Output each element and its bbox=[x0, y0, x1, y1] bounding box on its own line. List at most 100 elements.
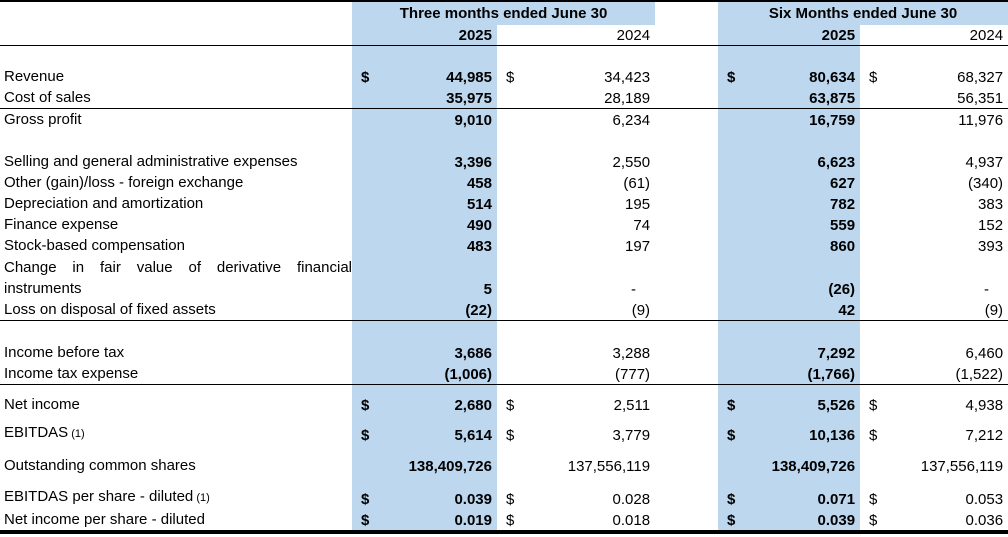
currency-cell bbox=[497, 256, 523, 299]
value-cell: 0.053 bbox=[965, 491, 1004, 508]
currency-cell bbox=[497, 109, 523, 131]
row-label: Net income bbox=[4, 396, 80, 413]
value-cell bbox=[378, 320, 497, 342]
value-cell: 6,623 bbox=[744, 151, 861, 172]
value-cell bbox=[744, 476, 861, 486]
data-row: Loss on disposal of fixed assets (22) (9) 4… bbox=[0, 299, 1008, 321]
value-cell bbox=[744, 445, 861, 455]
value-cell: 28,189 bbox=[523, 87, 656, 109]
column-gap bbox=[655, 87, 719, 109]
currency-cell: $ bbox=[869, 491, 878, 508]
value-cell: 3,396 bbox=[378, 151, 497, 172]
row-label: Selling and general administrative expen… bbox=[4, 153, 298, 170]
currency-cell bbox=[718, 25, 745, 46]
value-cell: 4,938 bbox=[965, 397, 1004, 414]
value-cell: 10,136 bbox=[744, 422, 861, 445]
column-gap bbox=[655, 415, 718, 422]
value-cell: 627 bbox=[744, 172, 861, 193]
column-gap bbox=[655, 394, 718, 415]
currency-cell bbox=[497, 172, 523, 193]
row-label: Depreciation and amortization bbox=[4, 195, 204, 212]
value-cell: 0.039 bbox=[378, 486, 497, 509]
value-cell: 6,460 bbox=[965, 344, 1004, 362]
value-cell bbox=[378, 445, 497, 455]
currency-cell bbox=[860, 455, 886, 476]
value-cell: (777) bbox=[523, 362, 656, 385]
data-row: Change in fair value of derivative finan… bbox=[0, 256, 1008, 299]
currency-cell: $ bbox=[718, 422, 745, 445]
value-cell bbox=[523, 384, 655, 394]
data-row: Cost of sales 35,975 28,189 63,875 56,351 bbox=[0, 87, 1008, 109]
currency-cell: $ bbox=[506, 69, 515, 86]
value-cell: 483 bbox=[378, 235, 497, 256]
column-gap bbox=[655, 455, 718, 476]
column-gap bbox=[655, 445, 718, 455]
currency-cell bbox=[352, 130, 378, 151]
currency-cell bbox=[497, 235, 523, 256]
currency-cell: $ bbox=[869, 427, 878, 444]
value-cell: 860 bbox=[744, 235, 861, 256]
value-cell: 0.019 bbox=[378, 509, 497, 534]
value-cell bbox=[744, 130, 861, 151]
year-header-s-2024: 2024 bbox=[886, 25, 1008, 46]
currency-cell bbox=[497, 445, 523, 455]
row-label: Cost of sales bbox=[0, 87, 352, 109]
value-cell: 16,759 bbox=[744, 108, 861, 130]
currency-cell: $ bbox=[352, 486, 378, 509]
column-gap bbox=[655, 25, 719, 46]
currency-cell bbox=[860, 87, 887, 109]
data-row: Net income $2,680 $2,511 $5,526 $4,938 bbox=[0, 394, 1008, 415]
value-cell: 34,423 bbox=[604, 69, 651, 86]
currency-cell: $ bbox=[506, 397, 515, 414]
currency-cell bbox=[497, 384, 523, 394]
currency-cell bbox=[718, 108, 745, 130]
value-cell: 514 bbox=[378, 193, 497, 214]
value-cell: 0.071 bbox=[744, 486, 861, 509]
value-cell: 152 bbox=[978, 217, 1004, 234]
value-cell: (340) bbox=[968, 175, 1004, 192]
value-cell: 393 bbox=[978, 238, 1004, 255]
currency-cell bbox=[352, 320, 378, 342]
currency-cell bbox=[860, 214, 886, 235]
column-gap bbox=[655, 384, 718, 394]
value-cell: (9) bbox=[523, 299, 656, 321]
data-row: EBITDAS (1) $5,614 $3,779 $10,136 $7,212 bbox=[0, 422, 1008, 445]
value-cell: 44,985 bbox=[378, 66, 497, 87]
value-cell bbox=[886, 445, 1008, 455]
currency-cell: $ bbox=[718, 509, 745, 534]
value-cell: (22) bbox=[378, 299, 497, 321]
value-cell: 137,556,119 bbox=[567, 458, 651, 475]
column-gap bbox=[655, 486, 718, 509]
value-cell: 6,234 bbox=[612, 112, 651, 129]
spacer-row bbox=[0, 415, 1008, 422]
currency-cell bbox=[497, 130, 523, 151]
column-gap bbox=[655, 151, 718, 172]
currency-cell: $ bbox=[869, 397, 878, 414]
currency-cell bbox=[860, 45, 886, 66]
currency-cell bbox=[352, 476, 378, 486]
row-label: Finance expense bbox=[4, 216, 119, 233]
column-gap bbox=[655, 172, 718, 193]
table-body: Revenue $44,985 $34,423 $80,634 $68,327 Cost … bbox=[0, 45, 1008, 534]
year-header-row: 2025 2024 2025 2024 bbox=[0, 25, 1008, 46]
value-cell bbox=[523, 45, 655, 66]
value-cell: (1,766) bbox=[744, 362, 861, 385]
column-gap bbox=[655, 509, 719, 534]
column-gap bbox=[655, 109, 718, 131]
currency-cell: $ bbox=[718, 394, 745, 415]
value-cell: - bbox=[631, 281, 637, 298]
value-cell bbox=[744, 384, 861, 394]
currency-cell bbox=[718, 445, 745, 455]
currency-cell bbox=[497, 45, 523, 66]
currency-cell bbox=[352, 172, 378, 193]
currency-cell bbox=[718, 193, 745, 214]
currency-cell bbox=[352, 151, 378, 172]
value-cell: 138,409,726 bbox=[744, 455, 861, 476]
row-label: EBITDAS per share - diluted (1) bbox=[4, 488, 210, 505]
currency-cell bbox=[860, 299, 887, 321]
data-row: Stock-based compensation 483 197 860 393 bbox=[0, 235, 1008, 256]
value-cell bbox=[523, 415, 655, 422]
row-label bbox=[0, 384, 352, 394]
three-months-period-header: Three months ended June 30 bbox=[352, 1, 656, 25]
